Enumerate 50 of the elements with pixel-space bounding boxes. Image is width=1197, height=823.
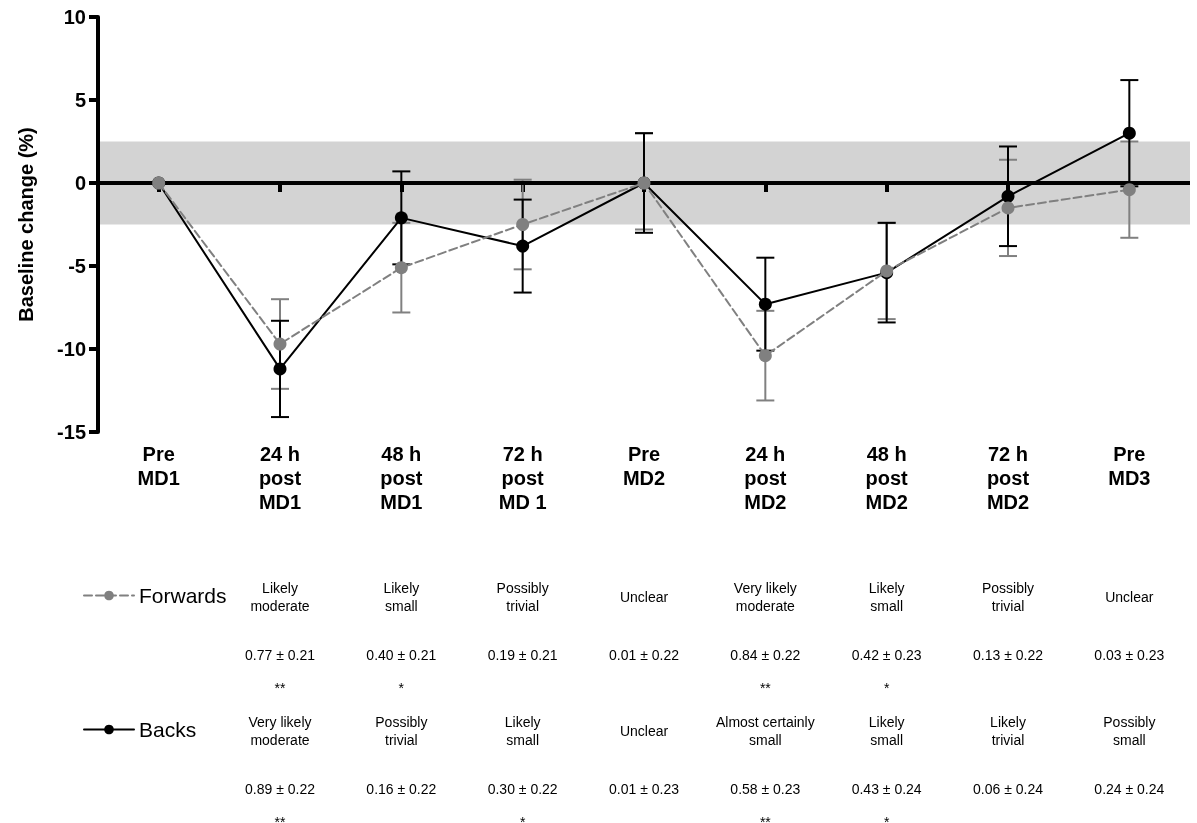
text: Very likely moderate [733,580,797,614]
text: 0.01 ± 0.22 [609,646,680,663]
text: Likely small [868,714,905,748]
text: Very likely moderate [248,714,312,748]
text: 0.24 ± 0.24 [1094,780,1165,797]
text: Unclear [1105,589,1154,605]
text: 0.06 ± 0.24 [973,780,1044,797]
x-tick-label: Pre MD2 [622,443,666,489]
text: 0.89 ± 0.22 ** [245,780,315,823]
text: 0.19 ± 0.21 [487,646,558,663]
text: 0.77 ± 0.21 ** [245,646,315,696]
text: Almost certainly small [715,714,815,748]
text: Unclear [619,589,669,605]
y-tick-label: 5 [74,89,86,111]
legend-label: Backs [139,718,197,741]
x-tick-label: 48 h post MD1 [380,443,423,513]
text: 0.03 ± 0.23 [1094,646,1165,663]
text: 0.40 ± 0.21 * [366,646,437,696]
text: 0.30 ± 0.22 * [487,780,558,823]
x-tick-label: 24 h post MD2 [744,443,787,513]
x-tick-label: 72 h post MD2 [986,443,1030,513]
legend-label: Forwards [139,584,227,607]
y-tick-label: 10 [63,6,86,28]
text: 0.43 ± 0.24 * [851,780,922,823]
text: Likely small [868,580,905,614]
text: Likely moderate [250,580,310,614]
x-tick-label: 72 h post MD 1 [498,443,547,513]
text: 0.01 ± 0.23 [609,780,680,797]
text: Likely small [504,714,541,748]
text: Possibly trivial [375,714,428,748]
text: Unclear [619,723,669,739]
x-tick-label: Pre MD3 [1108,443,1151,489]
text: Possibly trivial [981,580,1035,614]
y-tick-label: -10 [57,338,86,360]
text: 0.58 ± 0.23 ** [730,780,801,823]
x-tick-label: 24 h post MD1 [258,443,302,513]
text: 0.16 ± 0.22 [366,780,437,797]
y-tick-label: -15 [57,421,86,443]
y-tick-label: -5 [68,255,86,277]
x-tick-label: Pre MD1 [137,443,180,489]
y-tick-label: 0 [74,172,86,194]
y-axis-title: Baseline change (%) [15,127,37,322]
text: Likely trivial [990,714,1026,748]
text: 0.13 ± 0.22 [973,646,1044,663]
text: Possibly trivial [496,580,549,614]
text: 0.84 ± 0.22 ** [730,646,801,696]
text: 0.42 ± 0.23 * [851,646,922,696]
text: Possibly small [1103,714,1156,748]
text: Likely small [383,580,420,614]
x-tick-label: 48 h post MD2 [865,443,909,513]
